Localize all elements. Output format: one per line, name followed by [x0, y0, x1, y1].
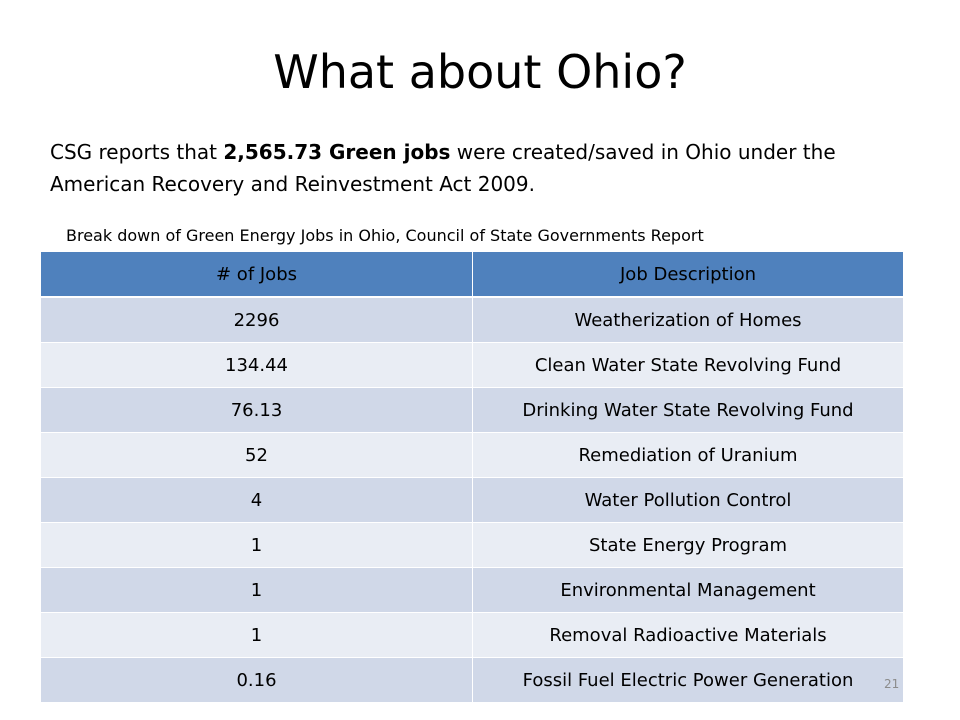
table-row: 76.13 Drinking Water State Revolving Fun…: [40, 387, 904, 433]
intro-text-part1: CSG reports that: [50, 140, 224, 164]
jobs-count-cell: 52: [40, 432, 473, 478]
job-description-cell: Drinking Water State Revolving Fund: [472, 387, 904, 433]
intro-text-part2: were created/saved in Ohio under the Ame…: [50, 140, 836, 196]
job-description-cell: Weatherization of Homes: [472, 297, 904, 343]
jobs-count-cell: 1: [40, 612, 473, 658]
header-jobs-count: # of Jobs: [40, 252, 473, 298]
jobs-count-cell: 2296: [40, 297, 473, 343]
jobs-count-cell: 76.13: [40, 387, 473, 433]
green-jobs-table: # of Jobs Job Description 2296 Weatheriz…: [40, 252, 904, 703]
green-jobs-count: 2,565.73 Green jobs: [223, 140, 451, 164]
jobs-count-cell: 0.16: [40, 657, 473, 703]
jobs-count-cell: 134.44: [40, 342, 473, 388]
table-caption: Break down of Green Energy Jobs in Ohio,…: [66, 226, 704, 245]
table-header-row: # of Jobs Job Description: [40, 252, 904, 298]
table-row: 0.16 Fossil Fuel Electric Power Generati…: [40, 657, 904, 703]
job-description-cell: Water Pollution Control: [472, 477, 904, 523]
slide-page-number: 21: [884, 677, 900, 691]
job-description-cell: Removal Radioactive Materials: [472, 612, 904, 658]
jobs-count-cell: 4: [40, 477, 473, 523]
table-row: 1 Environmental Management: [40, 567, 904, 613]
job-description-cell: Fossil Fuel Electric Power Generation: [472, 657, 904, 703]
table-row: 134.44 Clean Water State Revolving Fund: [40, 342, 904, 388]
table-row: 2296 Weatherization of Homes: [40, 297, 904, 343]
header-job-description: Job Description: [472, 252, 904, 298]
jobs-count-cell: 1: [40, 522, 473, 568]
table-row: 52 Remediation of Uranium: [40, 432, 904, 478]
job-description-cell: Clean Water State Revolving Fund: [472, 342, 904, 388]
job-description-cell: Environmental Management: [472, 567, 904, 613]
job-description-cell: Remediation of Uranium: [472, 432, 904, 478]
intro-text: CSG reports that 2,565.73 Green jobs wer…: [50, 136, 870, 200]
job-description-cell: State Energy Program: [472, 522, 904, 568]
slide-title: What about Ohio?: [273, 45, 687, 99]
table-row: 1 Removal Radioactive Materials: [40, 612, 904, 658]
table-row: 4 Water Pollution Control: [40, 477, 904, 523]
jobs-count-cell: 1: [40, 567, 473, 613]
table-row: 1 State Energy Program: [40, 522, 904, 568]
